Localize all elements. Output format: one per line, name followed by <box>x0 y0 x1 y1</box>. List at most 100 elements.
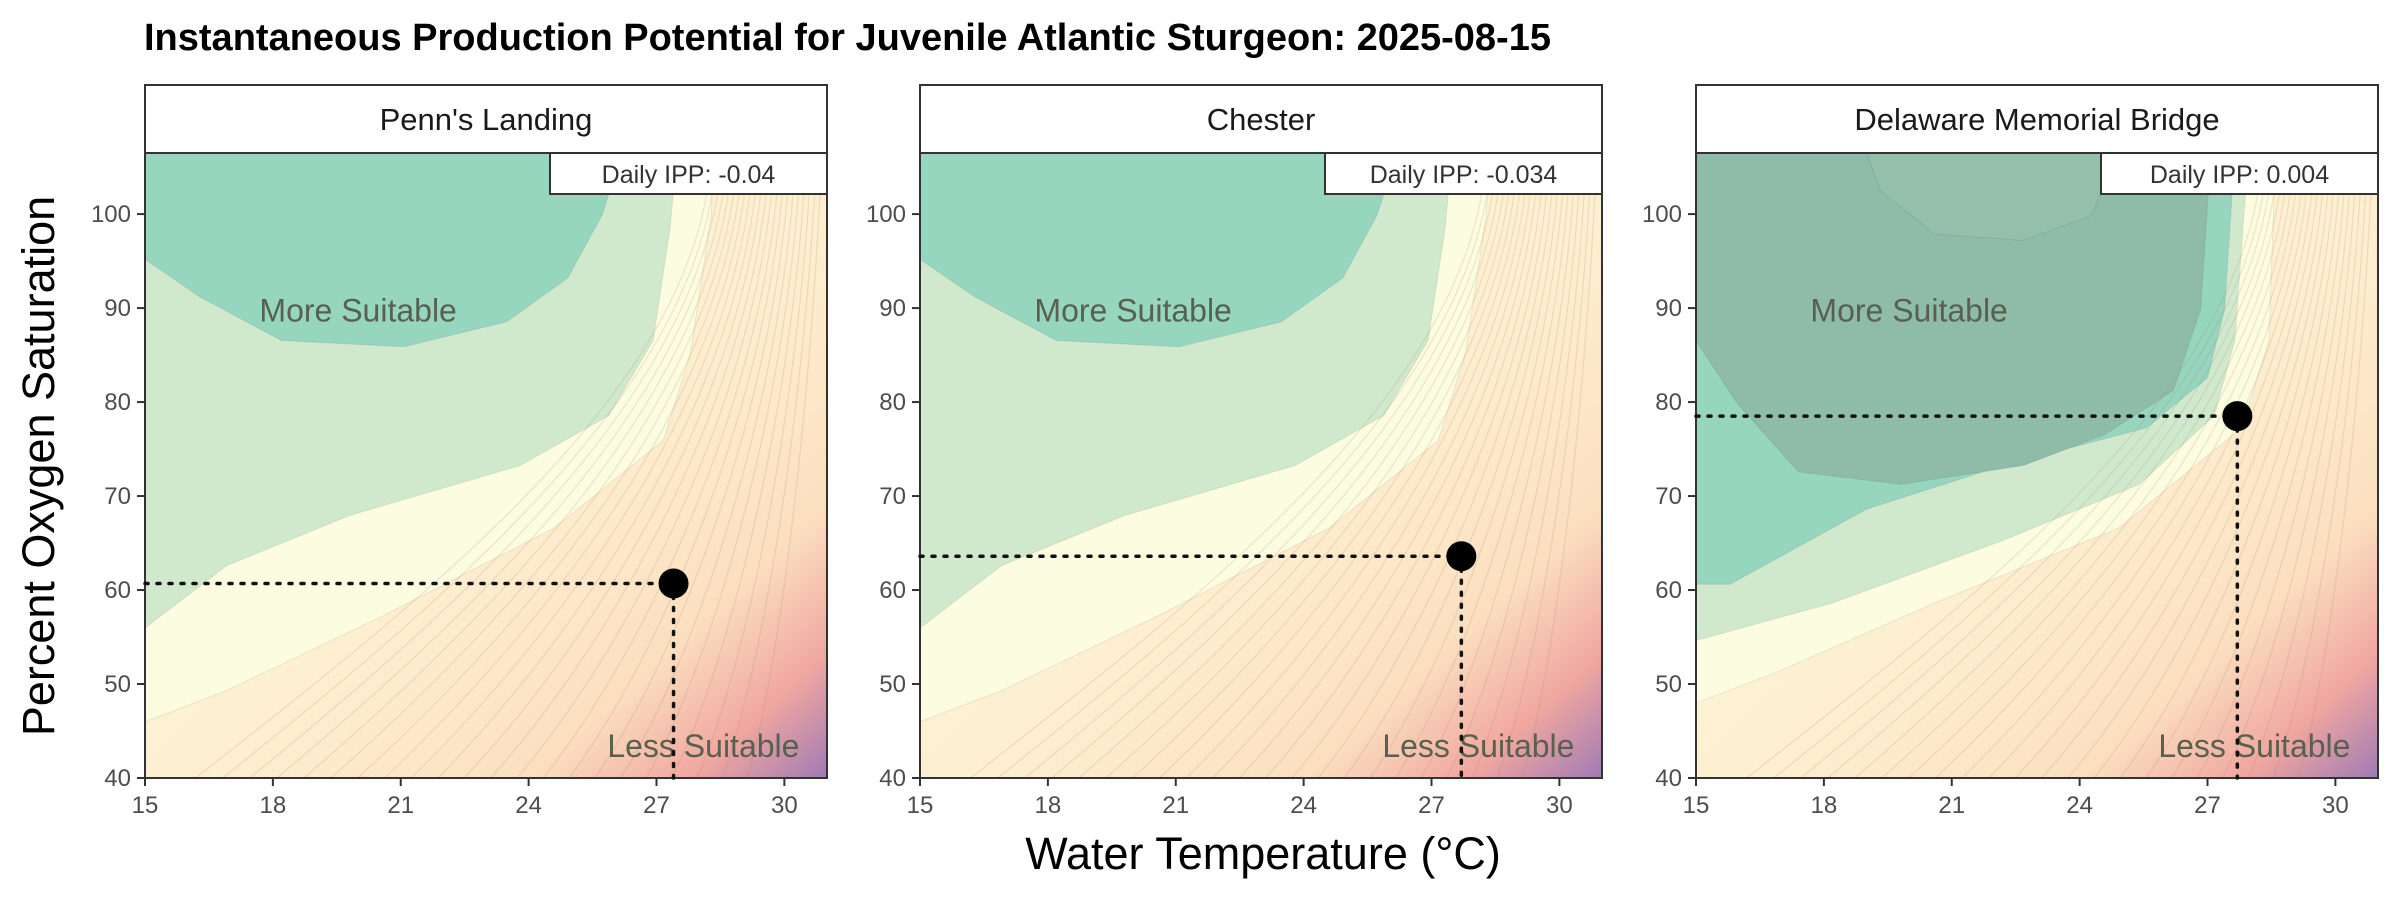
contour-line <box>1023 153 1498 778</box>
panel-1: Penn's Landing Daily IPP: -0.04 More Suita… <box>91 84 828 819</box>
y-tick-label: 90 <box>1655 295 1682 322</box>
contour-line <box>275 153 728 778</box>
y-tick-label: 50 <box>1655 671 1682 698</box>
y-tick-label: 40 <box>879 765 906 792</box>
contour-line <box>194 153 712 778</box>
y-tick-label: 80 <box>104 389 131 416</box>
more-suitable-label: More Suitable <box>259 292 456 328</box>
contour-line <box>1343 153 1561 778</box>
contour-area <box>145 153 827 778</box>
ipp-box <box>1324 152 1603 195</box>
contour-line <box>1799 153 2274 778</box>
contour-line <box>542 153 781 778</box>
contour-line <box>969 153 1487 778</box>
strip-box <box>144 84 828 154</box>
ipp-box <box>549 152 828 195</box>
y-tick-label: 80 <box>1655 389 1682 416</box>
contour-line <box>2272 153 2369 778</box>
very-high-region <box>1696 153 2212 485</box>
contour-line <box>1521 153 1598 778</box>
strip-label: Penn's Landing <box>380 102 593 137</box>
daily-ipp-label: Daily IPP: 0.004 <box>2150 161 2329 189</box>
ipp-box <box>2100 152 2379 195</box>
contour-line <box>2297 153 2374 778</box>
x-tick-label: 15 <box>907 792 934 819</box>
contour-line <box>594 153 791 778</box>
contour-line <box>1745 153 2263 778</box>
contour-line <box>1131 153 1519 778</box>
contour-line <box>1185 153 1529 778</box>
daily-ipp-label: Daily IPP: -0.034 <box>1370 161 1558 189</box>
contour-line <box>1211 153 1535 778</box>
contour-line <box>1264 153 1545 778</box>
contour-line <box>1496 153 1593 778</box>
contour-line <box>996 153 1492 778</box>
y-tick-label: 50 <box>104 671 131 698</box>
contour-line <box>1238 153 1540 778</box>
x-tick-label: 24 <box>2066 792 2093 819</box>
x-tick-label: 21 <box>1938 792 1965 819</box>
contour-line <box>2014 153 2316 778</box>
x-axis-title: Water Temperature (°C) <box>1025 828 1501 879</box>
contour-line <box>1104 153 1514 778</box>
contour-line <box>329 153 739 778</box>
contour-line <box>1772 153 2268 778</box>
more-suitable-label: More Suitable <box>1034 292 1231 328</box>
contour-line <box>721 153 818 778</box>
contour-line <box>302 153 733 778</box>
y-tick-label: 40 <box>104 765 131 792</box>
x-tick-label: 27 <box>643 792 670 819</box>
contour-line <box>2119 153 2337 778</box>
contour-line <box>2170 153 2347 778</box>
contour-line <box>2222 153 2358 778</box>
y-tick-label: 100 <box>866 201 906 228</box>
y-tick-label: 100 <box>1642 201 1682 228</box>
y-tick-label: 60 <box>1655 577 1682 604</box>
x-tick-label: 30 <box>1546 792 1573 819</box>
contour-area <box>1696 153 2378 778</box>
contour-line <box>2196 153 2353 778</box>
x-tick-label: 27 <box>1418 792 1445 819</box>
contour-area <box>920 153 1602 778</box>
contour-line <box>645 153 802 778</box>
contour-line <box>1446 153 1582 778</box>
contour-line <box>436 153 760 778</box>
contour-line <box>1394 153 1571 778</box>
chart-title: Instantaneous Production Potential for J… <box>144 17 1551 59</box>
x-tick-label: 15 <box>132 792 159 819</box>
y-tick-label: 90 <box>879 295 906 322</box>
contour-line <box>1317 153 1556 778</box>
y-tick-label: 70 <box>104 483 131 510</box>
panels-group: Penn's Landing Daily IPP: -0.04 More Suita… <box>91 84 2379 819</box>
contour-line <box>463 153 765 778</box>
contour-line <box>2040 153 2321 778</box>
contour-line <box>1853 153 2284 778</box>
contour-line <box>1369 153 1566 778</box>
contour-line <box>2145 153 2342 778</box>
x-tick-label: 30 <box>771 792 798 819</box>
conditions-point <box>1446 541 1477 572</box>
strip-box <box>1695 84 2379 154</box>
y-tick-label: 100 <box>91 201 131 228</box>
contour-line <box>619 153 796 778</box>
contour-line <box>515 153 775 778</box>
y-tick-label: 60 <box>104 577 131 604</box>
contour-line <box>746 153 823 778</box>
x-tick-label: 18 <box>1811 792 1838 819</box>
conditions-point <box>2222 401 2253 432</box>
x-tick-label: 24 <box>515 792 542 819</box>
less-suitable-label: Less Suitable <box>2158 728 2350 764</box>
contour-line <box>1987 153 2311 778</box>
y-tick-label: 40 <box>1655 765 1682 792</box>
contour-line <box>1934 153 2300 778</box>
contour-line <box>2066 153 2326 778</box>
contour-line <box>1471 153 1587 778</box>
conditions-point <box>658 568 689 599</box>
contour-line <box>383 153 749 778</box>
contour-line <box>1880 153 2290 778</box>
contour-line <box>1420 153 1577 778</box>
contour-line <box>568 153 786 778</box>
strip-label: Chester <box>1207 102 1316 137</box>
